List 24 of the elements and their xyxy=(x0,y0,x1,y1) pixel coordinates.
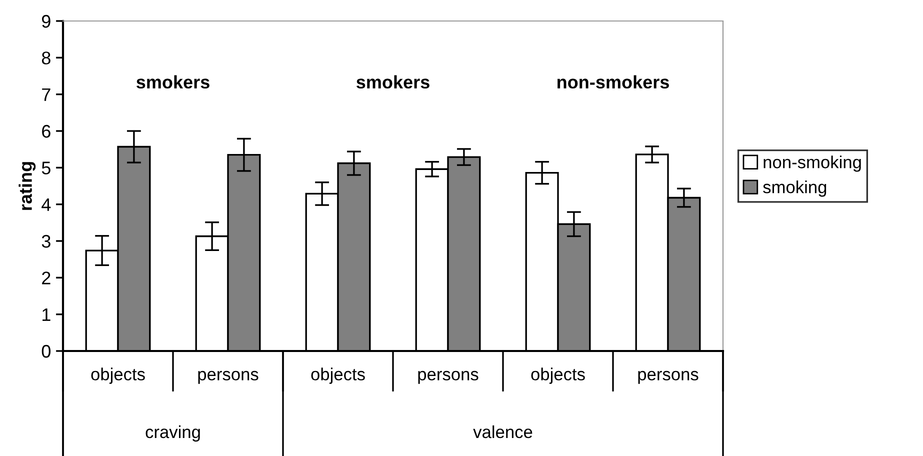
y-tick-label: 3 xyxy=(42,234,50,248)
annotation: smokers xyxy=(356,75,430,89)
text: valence xyxy=(473,425,532,438)
y-tick-label: 4 xyxy=(42,198,51,211)
text: craving xyxy=(146,425,200,442)
x-tick-label: persons xyxy=(418,370,478,384)
y-tick-label: 1 xyxy=(42,308,50,321)
y-tick-label: 2 xyxy=(42,272,50,284)
y-tick-label: 8 xyxy=(42,52,50,64)
x-tick-label: objects xyxy=(531,368,585,384)
y-tick-label: 7 xyxy=(42,88,50,101)
legend-label: smoking xyxy=(763,180,826,197)
legend-label: non-smoking xyxy=(764,156,861,172)
x-tick-label: persons xyxy=(638,370,698,384)
annotation: smokers xyxy=(136,75,210,89)
x-tick-label: persons xyxy=(198,370,258,384)
y-axis-title: rating xyxy=(18,162,36,210)
x-tick-label: objects xyxy=(311,368,365,384)
y-tick-label: 5 xyxy=(42,162,50,174)
y-tick-label: 0 xyxy=(42,344,50,358)
x-tick-label: objects xyxy=(91,368,145,384)
y-tick-label: 6 xyxy=(42,124,50,138)
y-tick-label: 9 xyxy=(42,14,50,28)
annotation: non-smokers xyxy=(558,75,669,89)
